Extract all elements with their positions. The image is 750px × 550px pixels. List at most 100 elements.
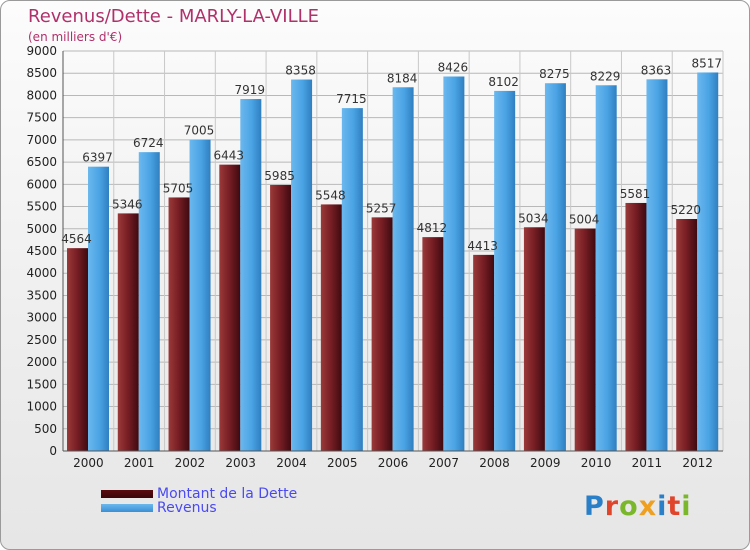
- x-tick-label: 2006: [378, 456, 409, 470]
- y-tick-label: 7500: [26, 111, 57, 125]
- y-tick-label: 5500: [26, 200, 57, 214]
- x-tick-label: 2010: [581, 456, 612, 470]
- y-tick-label: 1500: [26, 377, 57, 391]
- x-tick-label: 2005: [327, 456, 358, 470]
- legend-label-revenus: Revenus: [157, 500, 217, 516]
- y-tick-label: 1000: [26, 400, 57, 414]
- data-label-revenus: 8426: [438, 61, 469, 75]
- bar-revenus: [646, 79, 668, 452]
- data-label-dette: 5220: [670, 203, 701, 217]
- y-tick-label: 2000: [26, 355, 57, 369]
- x-tick-label: 2011: [632, 456, 663, 470]
- legend-swatch-debt: [101, 490, 153, 498]
- brand-logo-letter: P: [584, 491, 605, 522]
- y-tick-label: 6000: [26, 177, 57, 191]
- x-tick-label: 2009: [530, 456, 561, 470]
- bar-revenus: [88, 166, 109, 451]
- x-tick-label: 2001: [124, 456, 155, 470]
- bar-revenus: [494, 90, 516, 452]
- data-label-dette: 5581: [620, 187, 651, 201]
- bar-dette: [67, 248, 88, 451]
- y-tick-label: 3000: [26, 311, 57, 325]
- y-tick-label: 8000: [26, 88, 57, 102]
- data-label-dette: 5705: [163, 181, 194, 195]
- x-tick-label: 2002: [175, 456, 206, 470]
- bar-revenus: [544, 83, 566, 451]
- data-label-dette: 5548: [315, 188, 346, 202]
- bar-revenus: [138, 152, 160, 451]
- data-label-dette: 4413: [467, 239, 498, 253]
- bar-dette: [117, 213, 139, 451]
- bar-revenus: [443, 76, 465, 451]
- bar-dette: [371, 217, 393, 451]
- x-tick-label: 2008: [479, 456, 510, 470]
- y-tick-label: 4000: [26, 266, 57, 280]
- data-label-dette: 5034: [518, 211, 549, 225]
- brand-logo-letter: t: [667, 491, 682, 522]
- x-tick-label: 2004: [276, 456, 307, 470]
- bar-layer: [67, 72, 719, 452]
- data-label-dette: 5257: [366, 201, 397, 215]
- x-tick-label: 2007: [428, 456, 459, 470]
- axis-layer: 0 500 1000 1500 2000 2500 3000 3500 4000 4500 5000…: [26, 44, 723, 470]
- data-label-dette: 4812: [417, 221, 448, 235]
- brand-logo-letter: o: [619, 491, 639, 522]
- y-tick-label: 9000: [26, 44, 57, 58]
- y-tick-label: 6500: [26, 155, 57, 169]
- data-label-revenus: 8275: [539, 67, 570, 81]
- bar-revenus: [595, 85, 617, 452]
- brand-logo-letter: i: [657, 491, 668, 522]
- data-label-revenus: 7919: [235, 83, 266, 97]
- brand-logo-letter: i: [681, 491, 692, 522]
- bar-dette: [168, 197, 190, 451]
- x-tick-label: 2012: [682, 456, 713, 470]
- bar-dette: [625, 202, 647, 451]
- x-tick-label: 2003: [225, 456, 256, 470]
- bar-dette: [574, 228, 596, 451]
- y-tick-label: 3500: [26, 288, 57, 302]
- chart-title: Revenus/Dette - MARLY-LA-VILLE: [28, 6, 320, 27]
- data-label-dette: 5346: [112, 197, 143, 211]
- bar-revenus: [291, 79, 313, 452]
- data-label-revenus: 6724: [133, 136, 164, 150]
- brand-logo-letter: r: [604, 491, 620, 522]
- bar-dette: [270, 185, 292, 451]
- data-label-revenus: 7005: [184, 124, 215, 138]
- bar-revenus: [341, 108, 363, 451]
- bar-revenus: [189, 139, 211, 451]
- data-label-revenus: 8363: [641, 63, 672, 77]
- y-tick-label: 7000: [26, 133, 57, 147]
- label-layer: 4564 6397 5346 6724 5705 7005 6443 7919 5985 8358…: [61, 56, 722, 252]
- data-label-revenus: 8358: [285, 64, 316, 78]
- y-tick-label: 0: [49, 444, 57, 458]
- data-label-revenus: 8229: [590, 69, 621, 83]
- legend-swatch-revenus: [101, 504, 153, 512]
- data-label-revenus: 8184: [387, 71, 418, 85]
- bar-dette: [473, 254, 495, 451]
- data-label-dette: 6443: [214, 149, 245, 163]
- y-tick-label: 8500: [26, 66, 57, 80]
- data-label-revenus: 6397: [82, 151, 113, 165]
- y-tick-label: 500: [34, 422, 57, 436]
- bar-dette: [219, 164, 241, 451]
- bar-dette: [320, 204, 342, 451]
- brand-logo: Proxiti: [584, 491, 692, 522]
- y-tick-label: 5000: [26, 222, 57, 236]
- data-label-revenus: 8102: [488, 75, 519, 89]
- bar-revenus: [697, 72, 719, 451]
- x-tick-label: 2000: [73, 456, 104, 470]
- bar-revenus: [392, 87, 414, 452]
- bar-dette: [676, 219, 698, 451]
- data-label-revenus: 7715: [336, 92, 367, 106]
- data-label-dette: 5004: [569, 213, 600, 227]
- brand-logo-letter: x: [638, 491, 658, 522]
- y-tick-label: 2500: [26, 333, 57, 347]
- chart-subtitle: (en milliers d'€): [28, 30, 123, 44]
- data-label-dette: 4564: [61, 232, 92, 246]
- bar-revenus: [240, 99, 262, 452]
- y-tick-label: 4500: [26, 244, 57, 258]
- bar-dette: [523, 227, 545, 451]
- data-label-dette: 5985: [264, 169, 295, 183]
